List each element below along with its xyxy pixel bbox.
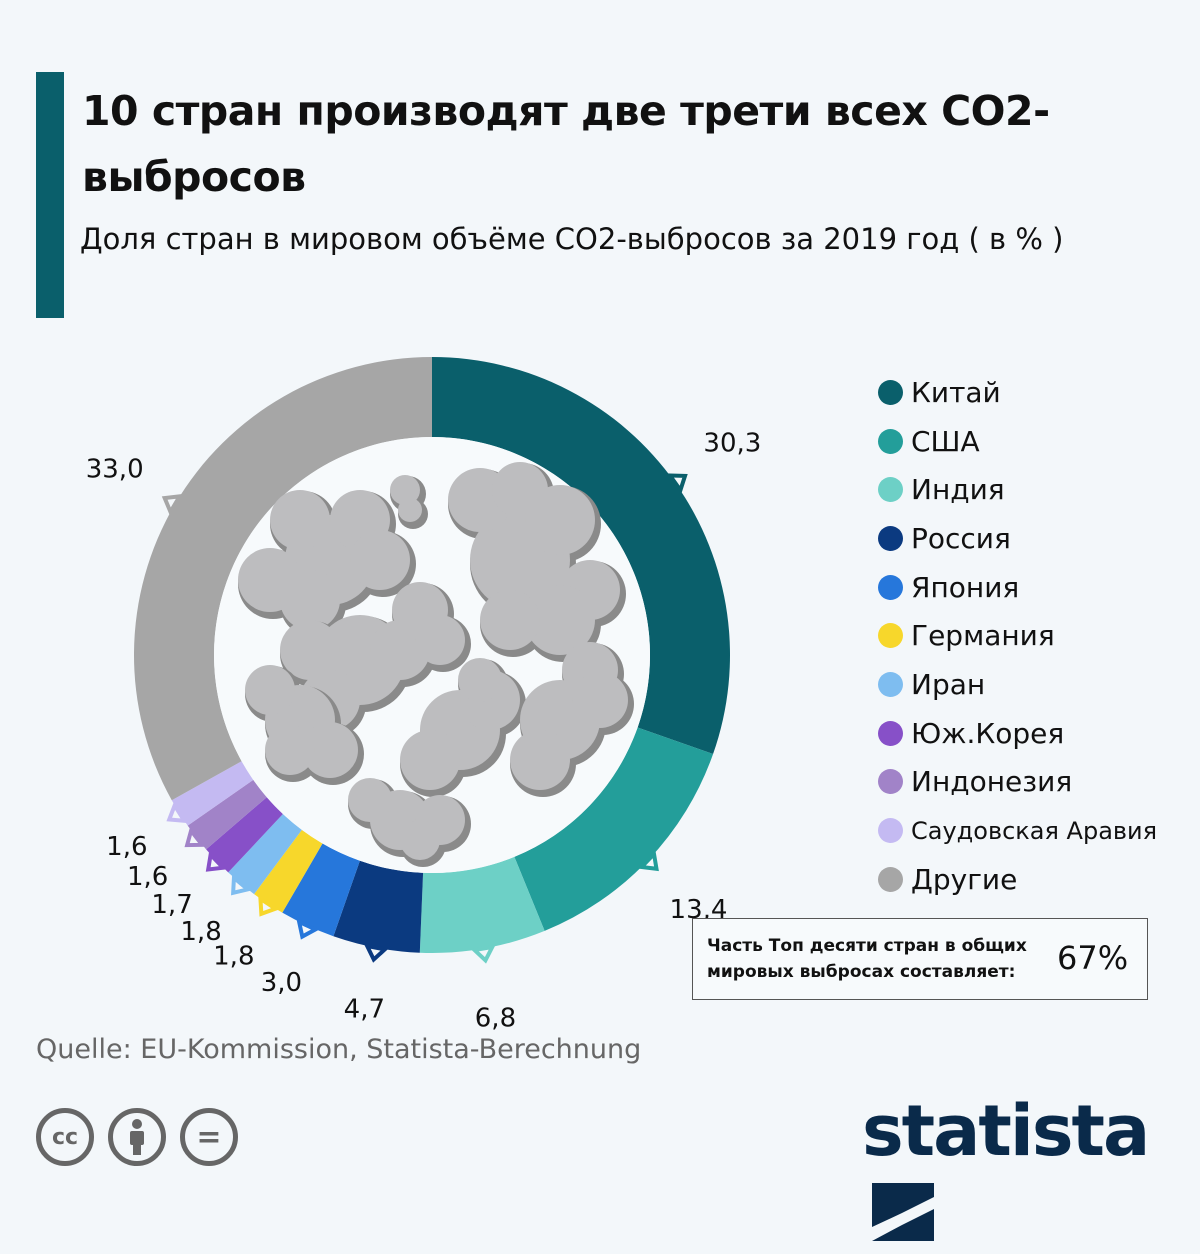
chart-subtitle: Доля стран в мировом объёме CO2-выбросов… — [80, 222, 1064, 256]
legend-label: Россия — [911, 521, 1011, 555]
legend-swatch — [878, 769, 903, 795]
value-label-10: 33,0 — [86, 455, 144, 485]
legend-item: Другие — [878, 855, 1157, 904]
legend-label: Индонезия — [911, 765, 1073, 799]
legend-item: Япония — [878, 563, 1157, 612]
legend-label: Индия — [911, 473, 1005, 507]
chart-title: 10 стран производят две трети всех CO2-в… — [82, 87, 1050, 201]
legend-item: Китай — [878, 368, 1157, 417]
legend-item: Россия — [878, 514, 1157, 563]
accent-bar — [36, 72, 64, 318]
value-label-8: 1,6 — [127, 862, 168, 892]
donut-segment-6 — [228, 814, 302, 895]
cloud-2 — [280, 582, 471, 737]
legend-swatch — [878, 574, 903, 600]
top10-callout: Часть Топ десяти стран в общих мировых в… — [692, 918, 1148, 1000]
cloud-7 — [390, 475, 428, 529]
legend-item: Юж.Корея — [878, 709, 1157, 758]
callout-line1: Часть Топ десяти стран в общих — [707, 936, 1027, 956]
legend-item: США — [878, 417, 1157, 466]
legend-label: Китай — [911, 375, 1001, 409]
legend-swatch — [878, 623, 903, 649]
label-marker-1 — [637, 849, 659, 872]
legend-label: Саудовская Аравия — [911, 816, 1158, 845]
no-derivatives-icon[interactable]: = — [180, 1108, 238, 1166]
value-label-3: 4,7 — [344, 995, 385, 1025]
legend-item: Индонезия — [878, 758, 1157, 807]
label-marker-6 — [231, 873, 253, 896]
legend-item: Германия — [878, 611, 1157, 660]
statista-logo: statista — [862, 1090, 1200, 1254]
donut-segment-0 — [432, 357, 730, 755]
legend-swatch — [878, 866, 903, 892]
label-marker-0 — [666, 473, 688, 495]
cloud-6 — [348, 778, 471, 867]
cloud-1 — [448, 462, 626, 662]
legend-label: Юж.Корея — [911, 716, 1065, 750]
legend-label: Другие — [911, 862, 1018, 896]
legend-item: Иран — [878, 660, 1157, 709]
legend-label: США — [911, 424, 980, 458]
donut-segment-1 — [514, 727, 714, 931]
donut-segment-5 — [254, 829, 323, 913]
label-marker-7 — [205, 850, 228, 872]
legend-swatch — [878, 671, 903, 697]
donut-segment-7 — [206, 797, 283, 873]
legend-item: Индия — [878, 465, 1157, 514]
attribution-icon[interactable] — [108, 1108, 166, 1166]
label-marker-2 — [470, 944, 496, 964]
value-label-7: 1,7 — [151, 890, 192, 920]
value-label-6: 1,8 — [180, 917, 221, 947]
label-marker-4 — [296, 918, 320, 940]
cc-icon[interactable]: cc — [36, 1108, 94, 1166]
legend-swatch — [878, 379, 903, 405]
callout-line2: мировых выбросах составляет: — [707, 962, 1016, 982]
smoke-clouds-illustration — [238, 462, 634, 867]
legend-label: Иран — [911, 667, 986, 701]
legend-swatch — [878, 428, 903, 454]
legend-swatch — [878, 720, 903, 746]
legend-swatch — [878, 818, 903, 844]
donut-segment-3 — [333, 860, 424, 953]
cloud-5 — [510, 642, 634, 797]
legend-item: Саудовская Аравия — [878, 806, 1157, 855]
donut-segment-9 — [171, 761, 254, 826]
legend-label: Германия — [911, 619, 1055, 653]
donut-segment-8 — [187, 779, 267, 850]
donut-segment-10 — [133, 357, 432, 801]
donut-chart: 30,313,46,84,73,01,81,81,71,61,633,0 — [86, 357, 761, 1033]
legend-swatch — [878, 477, 903, 503]
label-marker-8 — [184, 826, 207, 848]
label-marker-9 — [166, 801, 189, 824]
label-marker-5 — [258, 894, 280, 917]
cloud-3 — [245, 665, 364, 785]
value-label-4: 3,0 — [261, 968, 302, 998]
cloud-0 — [238, 490, 416, 637]
legend: Китай США Индия Россия Япония Германия Иран Юж.… — [878, 368, 1157, 904]
source-note: Quelle: EU-Kommission, Statista-Berechnu… — [36, 1034, 642, 1065]
callout-value: 67% — [1057, 939, 1129, 977]
donut-segment-2 — [419, 856, 545, 953]
statista-logo-mark-icon — [872, 1183, 934, 1241]
legend-swatch — [878, 525, 903, 551]
donut-segment-4 — [282, 843, 360, 937]
value-label-5: 1,8 — [213, 942, 254, 972]
label-marker-10 — [161, 493, 184, 517]
legend-label: Япония — [911, 570, 1020, 604]
value-label-0: 30,3 — [703, 428, 761, 458]
value-label-2: 6,8 — [475, 1003, 516, 1033]
value-label-9: 1,6 — [106, 832, 147, 862]
cloud-4 — [400, 658, 526, 797]
label-marker-3 — [363, 943, 390, 963]
